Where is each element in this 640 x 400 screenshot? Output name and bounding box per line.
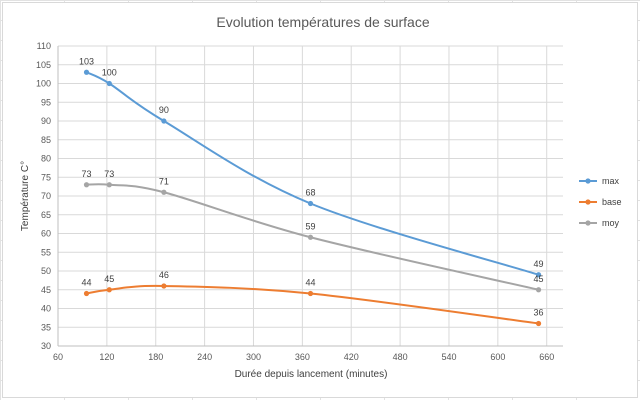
data-point-moy[interactable] (106, 182, 112, 188)
y-tick-label: 55 (41, 247, 51, 257)
y-tick-label: 50 (41, 266, 51, 276)
data-label-max: 103 (79, 56, 94, 66)
data-label-moy: 71 (159, 176, 169, 186)
y-tick-label: 95 (41, 97, 51, 107)
legend-marker-moy (585, 220, 591, 226)
x-tick-label: 60 (53, 352, 63, 362)
x-tick-label: 660 (539, 352, 554, 362)
data-label-max: 100 (102, 68, 117, 78)
data-label-base: 46 (159, 270, 169, 280)
x-tick-label: 120 (99, 352, 114, 362)
data-point-max[interactable] (106, 80, 112, 87)
y-tick-label: 75 (41, 172, 51, 182)
chart-title: Evolution températures de surface (216, 14, 429, 30)
data-label-max: 49 (534, 259, 544, 269)
y-tick-label: 85 (41, 135, 51, 145)
y-axis-title: Température C° (20, 161, 31, 231)
x-tick-label: 480 (393, 352, 408, 362)
y-tick-label: 105 (36, 60, 51, 70)
x-tick-label: 540 (441, 352, 456, 362)
legend-label-max: max (602, 176, 620, 186)
data-label-max: 90 (159, 105, 169, 115)
data-point-base[interactable] (83, 290, 90, 297)
data-point-max[interactable] (535, 272, 542, 278)
legend-label-moy: moy (602, 218, 620, 228)
data-label-base: 45 (104, 274, 114, 284)
y-tick-label: 90 (41, 116, 51, 126)
data-point-base[interactable] (161, 283, 167, 289)
y-tick-label: 40 (41, 304, 51, 314)
series-line-base (86, 284, 539, 325)
data-point-moy[interactable] (83, 182, 90, 188)
series-layer: 103 100 90 68 49 44 45 46 44 36 73 73 71 59 45 (79, 56, 544, 327)
data-point-moy[interactable] (161, 189, 167, 195)
x-tick-label: 180 (148, 352, 163, 362)
x-tick-label: 240 (197, 352, 212, 362)
data-label-moy: 45 (534, 274, 544, 284)
data-label-max: 68 (305, 188, 315, 198)
data-label-moy: 73 (82, 169, 92, 179)
data-label-base: 44 (82, 278, 92, 288)
y-tick-label: 60 (41, 229, 51, 239)
y-tick-label: 30 (41, 341, 51, 351)
data-point-max[interactable] (83, 69, 90, 75)
data-label-moy: 59 (305, 221, 315, 231)
x-tick-label: 300 (246, 352, 261, 362)
legend: max base moy (579, 176, 622, 228)
data-point-max[interactable] (161, 118, 167, 124)
data-point-moy[interactable] (535, 287, 542, 293)
y-tick-label: 65 (41, 210, 51, 220)
x-tick-label: 360 (295, 352, 310, 362)
data-point-moy[interactable] (307, 234, 314, 240)
y-tick-label: 100 (36, 79, 51, 89)
data-label-moy: 73 (104, 169, 114, 179)
data-point-max[interactable] (307, 200, 314, 207)
y-tick-label: 110 (37, 41, 51, 51)
y-tick-label: 35 (41, 322, 51, 332)
legend-label-base: base (602, 197, 622, 207)
data-point-base[interactable] (307, 290, 314, 297)
data-label-base: 36 (534, 308, 544, 318)
data-point-base[interactable] (106, 287, 112, 293)
x-tick-label: 420 (344, 352, 359, 362)
x-axis-title: Durée depuis lancement (minutes) (235, 369, 388, 380)
axes: 30 35 40 45 50 55 60 65 70 75 80 85 90 95 100 105 110 60 1… (36, 41, 563, 362)
x-tick-label: 600 (490, 352, 505, 362)
y-tick-label: 70 (41, 191, 51, 201)
y-tick-label: 80 (41, 154, 51, 164)
legend-marker-max (585, 178, 591, 184)
data-point-base[interactable] (535, 320, 542, 327)
data-label-base: 44 (305, 278, 315, 288)
y-tick-label: 45 (41, 285, 51, 295)
legend-marker-base (585, 199, 591, 205)
